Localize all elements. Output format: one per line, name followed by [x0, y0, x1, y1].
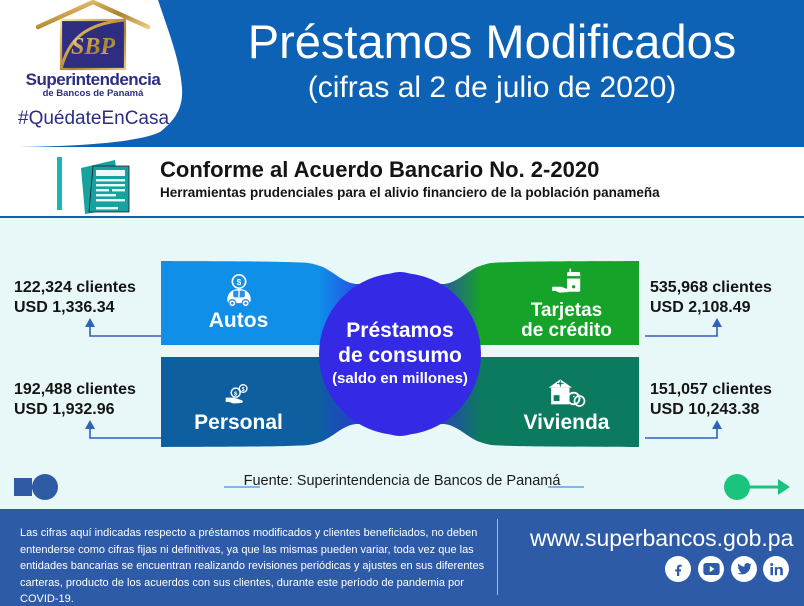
svg-text:$: $ [241, 387, 244, 393]
svg-text:SBP: SBP [71, 34, 115, 60]
svg-text:$: $ [236, 277, 241, 287]
